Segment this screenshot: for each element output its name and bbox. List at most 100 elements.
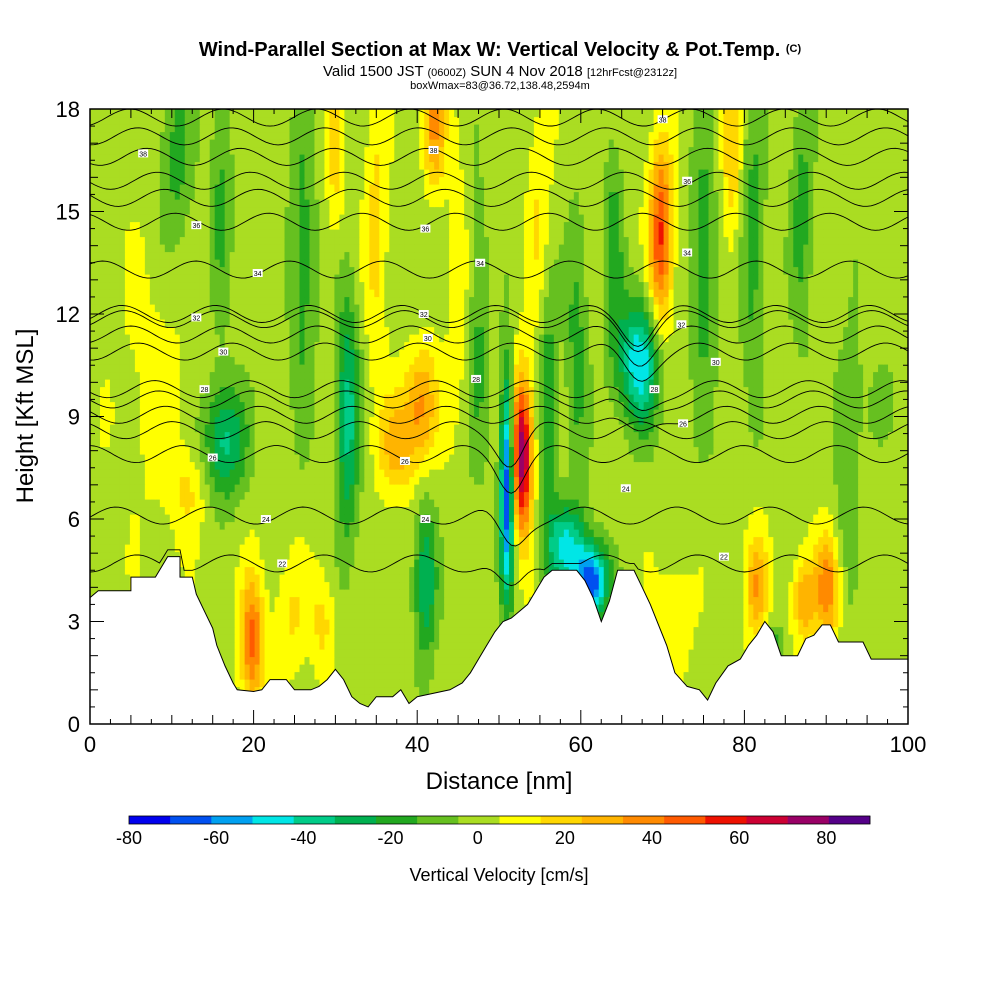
velocity-cell [359,559,365,568]
velocity-cell [723,529,730,538]
velocity-cell [778,514,784,523]
velocity-cell [853,566,859,575]
velocity-cell [359,596,365,605]
velocity-cell [883,574,889,583]
velocity-cell [279,649,286,658]
velocity-cell [264,544,271,553]
velocity-cell [518,581,525,590]
velocity-cell [244,649,251,658]
velocity-cell [124,529,131,538]
velocity-cell [703,619,710,628]
velocity-cell [294,499,301,508]
velocity-cell [124,536,131,545]
velocity-cell [893,596,899,605]
velocity-cell [668,649,675,658]
velocity-cell [758,544,764,553]
velocity-cell [399,596,405,605]
velocity-cell [269,656,276,665]
velocity-cell [583,514,590,523]
velocity-cell [319,656,326,665]
velocity-cell [299,559,306,568]
velocity-cell [489,529,495,538]
velocity-cell [434,574,440,583]
velocity-cell [224,649,231,658]
velocity-cell [808,611,814,620]
velocity-cell [229,626,236,635]
velocity-cell [718,611,725,620]
velocity-cell [214,491,221,500]
velocity-cell [369,529,375,538]
velocity-cell [439,626,445,635]
velocity-cell [489,521,495,530]
velocity-cell [838,581,844,590]
velocity-cell [583,551,590,560]
velocity-cell [404,641,410,650]
velocity-cell [788,514,794,523]
velocity-cell [828,551,834,560]
velocity-cell [329,581,335,590]
velocity-cell [469,499,475,508]
velocity-cell [484,559,490,568]
velocity-cell [563,514,570,523]
velocity-cell [244,551,251,560]
velocity-cell [763,559,769,568]
velocity-cell [454,589,460,598]
velocity-cell [284,566,291,575]
velocity-cell [444,664,450,673]
velocity-cell [459,499,465,508]
velocity-cell [354,686,360,695]
velocity-cell [394,589,400,598]
velocity-cell [444,491,450,500]
velocity-cell [244,574,251,583]
velocity-cell [873,574,879,583]
velocity-cell [279,574,286,583]
velocity-cell [658,574,665,583]
velocity-cell [718,499,725,508]
velocity-cell [653,521,660,530]
velocity-cell [643,506,650,515]
velocity-cell [783,626,789,635]
velocity-cell [114,544,121,553]
velocity-cell [314,671,321,680]
velocity-cell [389,521,395,530]
velocity-cell [688,521,695,530]
velocity-cell [429,544,435,553]
velocity-cell [299,574,306,583]
velocity-cell [533,521,540,530]
velocity-cell [204,499,211,508]
velocity-cell [533,506,540,515]
velocity-cell [364,701,370,710]
velocity-cell [334,529,340,538]
velocity-cell [518,506,525,515]
velocity-cell [289,634,296,643]
velocity-cell [474,559,480,568]
velocity-cell [758,559,764,568]
velocity-cell [449,656,455,665]
velocity-cell [229,596,236,605]
velocity-cell [234,656,241,665]
velocity-cell [893,566,899,575]
velocity-cell [239,581,246,590]
velocity-cell [449,634,455,643]
velocity-cell [783,581,789,590]
velocity-cell [494,521,500,530]
velocity-cell [359,589,365,598]
velocity-cell [159,529,166,538]
velocity-cell [828,574,834,583]
velocity-cell [853,619,859,628]
velocity-cell [658,566,665,575]
velocity-cell [289,536,296,545]
velocity-cell [459,574,465,583]
velocity-cell [773,634,779,643]
velocity-cell [419,679,425,688]
velocity-cell [698,679,705,688]
velocity-cell [713,649,720,658]
velocity-cell [728,574,735,583]
velocity-cell [528,581,535,590]
velocity-cell [763,551,769,560]
velocity-cell [508,544,515,553]
velocity-cell [858,536,864,545]
velocity-cell [723,566,730,575]
velocity-cell [254,611,261,620]
velocity-cell [858,506,864,515]
